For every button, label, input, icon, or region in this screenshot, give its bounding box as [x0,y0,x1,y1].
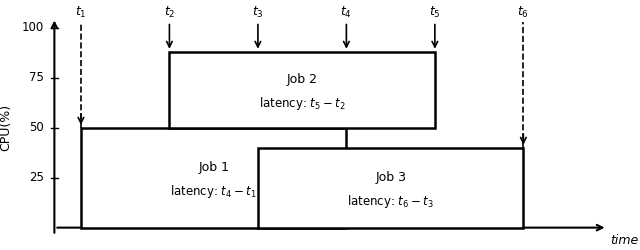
Text: latency: $t_6 - t_3$: latency: $t_6 - t_3$ [348,193,434,210]
Bar [258,148,524,228]
Text: $t_1$: $t_1$ [75,4,87,20]
Text: 50: 50 [29,121,44,134]
Text: 25: 25 [29,171,44,184]
Text: $t_4$: $t_4$ [340,4,353,20]
Bar [170,52,435,128]
Text: $t_2$: $t_2$ [164,4,175,20]
Text: $t_6$: $t_6$ [517,4,529,20]
Text: Job 1: Job 1 [198,161,229,174]
Text: latency: $t_5 - t_2$: latency: $t_5 - t_2$ [259,95,346,112]
Text: time: time [610,234,638,247]
Text: Job 2: Job 2 [287,73,317,86]
Text: 100: 100 [22,21,44,34]
Text: Job 3: Job 3 [375,171,406,184]
Text: latency: $t_4 - t_1$: latency: $t_4 - t_1$ [170,183,257,200]
Text: $t_3$: $t_3$ [252,4,264,20]
Text: CPU(%): CPU(%) [0,104,12,151]
Text: 75: 75 [29,71,44,84]
Bar [81,128,346,228]
Text: $t_5$: $t_5$ [429,4,441,20]
